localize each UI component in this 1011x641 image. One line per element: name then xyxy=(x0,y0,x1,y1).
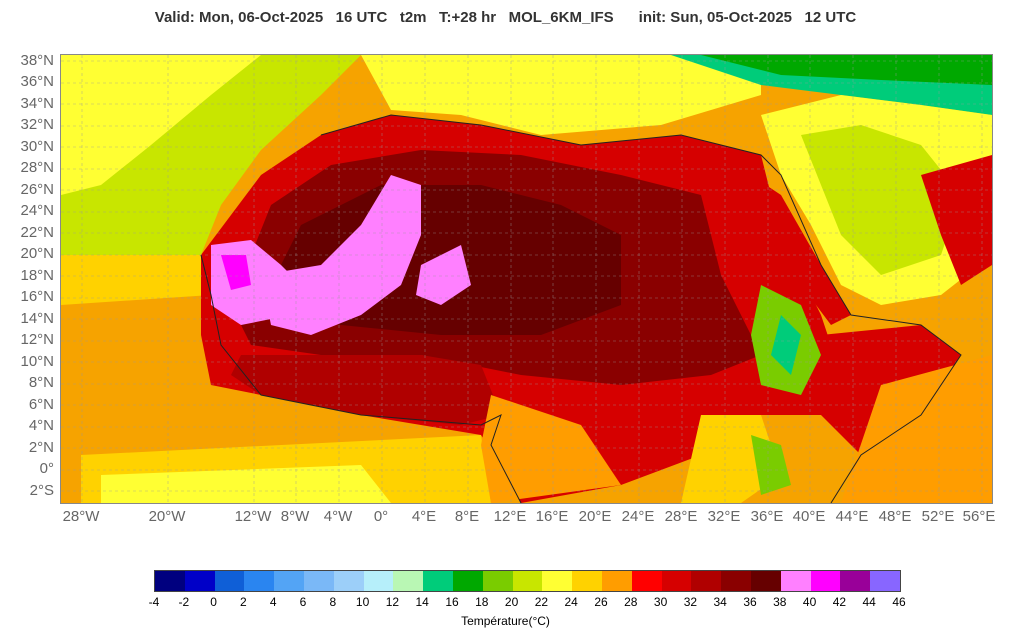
colorbar-tick-label: 32 xyxy=(683,595,698,609)
colorbar-swatch xyxy=(184,571,215,591)
colorbar-swatch xyxy=(601,571,632,591)
colorbar-tick-label: 10 xyxy=(355,595,370,609)
colorbar-swatch xyxy=(721,571,751,591)
lat-label: 22°N xyxy=(20,224,54,241)
lon-label: 48°E xyxy=(878,508,912,525)
colorbar-tick-label: 8 xyxy=(329,595,337,609)
lat-label: 32°N xyxy=(20,116,54,133)
lat-label: 36°N xyxy=(20,73,54,90)
colorbar-swatch xyxy=(482,571,513,591)
colorbar-swatch xyxy=(512,571,543,591)
colorbar-swatch xyxy=(393,571,424,591)
colorbar-swatch xyxy=(572,571,602,591)
lat-label: 38°N xyxy=(20,52,54,69)
lat-label: 18°N xyxy=(20,267,54,284)
lon-label: 20°W xyxy=(148,508,186,525)
temperature-map[interactable] xyxy=(60,54,993,504)
colorbar-swatch xyxy=(363,571,394,591)
colorbar-swatch xyxy=(661,571,692,591)
lon-label: 44°E xyxy=(835,508,869,525)
lat-label: 6°N xyxy=(28,396,54,413)
colorbar-tick-label: 18 xyxy=(475,595,489,609)
lon-label: 40°E xyxy=(792,508,826,525)
colorbar-swatch xyxy=(333,571,364,591)
colorbar-tick-label: 38 xyxy=(773,595,787,609)
colorbar-tick-label: 30 xyxy=(653,595,668,609)
colorbar-tick-label: 20 xyxy=(504,595,519,609)
colorbar-tick-label: 16 xyxy=(445,595,459,609)
colorbar-swatch xyxy=(780,571,811,591)
lat-label: 10°N xyxy=(20,353,54,370)
colorbar-swatch xyxy=(303,571,334,591)
map-title: Valid: Mon, 06-Oct-2025 16 UTC t2m T:+28… xyxy=(154,9,857,26)
lon-label: 32°E xyxy=(707,508,741,525)
colorbar-swatch xyxy=(750,571,781,591)
lat-label: 16°N xyxy=(20,288,54,305)
lat-label: 30°N xyxy=(20,138,54,155)
colorbar-tick-label: -4 xyxy=(148,595,160,609)
colorbar-tick-label: 36 xyxy=(743,595,757,609)
lon-label: 16°E xyxy=(535,508,569,525)
colorbar-tick-label: 44 xyxy=(862,595,876,609)
lon-label: 28°W xyxy=(62,508,100,525)
colorbar-tick-label: 4 xyxy=(269,595,277,609)
colorbar-tick-label: 14 xyxy=(415,595,429,609)
colorbar-swatch xyxy=(423,571,453,591)
lat-label: 8°N xyxy=(28,374,54,391)
lon-label: 12°E xyxy=(493,508,527,525)
lon-label: 56°E xyxy=(962,508,996,525)
lon-label: 0° xyxy=(373,508,389,525)
colorbar-swatch xyxy=(274,571,304,591)
lon-label: 4°W xyxy=(323,508,353,525)
colorbar-tick-label: 28 xyxy=(624,595,638,609)
lon-label: 8°E xyxy=(454,508,480,525)
lat-label: 4°N xyxy=(28,417,54,434)
lon-label: 12°W xyxy=(234,508,272,525)
colorbar-tick-label: 46 xyxy=(892,595,906,609)
colorbar-swatch xyxy=(691,571,722,591)
colorbar-tick-label: 2 xyxy=(240,595,247,609)
lat-label: 34°N xyxy=(20,95,54,112)
colorbar-tick-label: 42 xyxy=(832,595,847,609)
lon-label: 28°E xyxy=(664,508,698,525)
colorbar-tick-label: 24 xyxy=(564,595,578,609)
colorbar-swatch xyxy=(542,571,573,591)
colorbar-label: Température(°C) xyxy=(461,614,550,628)
colorbar-tick-label: -2 xyxy=(178,595,190,609)
lat-label: 2°S xyxy=(29,482,54,499)
temperature-field xyxy=(61,55,992,503)
colorbar-swatch xyxy=(840,571,871,591)
lat-label: 2°N xyxy=(28,439,54,456)
colorbar-tick-label: 6 xyxy=(299,595,307,609)
colorbar-tick-label: 22 xyxy=(534,595,549,609)
temperature-colorbar xyxy=(154,570,901,592)
colorbar-tick-label: 34 xyxy=(713,595,727,609)
lat-label: 20°N xyxy=(20,245,54,262)
lat-label: 12°N xyxy=(20,331,54,348)
colorbar-swatch xyxy=(214,571,245,591)
colorbar-tick-label: 26 xyxy=(594,595,608,609)
colorbar-swatch xyxy=(155,571,185,591)
lat-label: 28°N xyxy=(20,159,54,176)
lat-label: 24°N xyxy=(20,202,54,219)
colorbar-swatch xyxy=(452,571,483,591)
colorbar-tick-label: 40 xyxy=(802,595,817,609)
colorbar-tick-label: 0 xyxy=(210,595,217,609)
lon-label: 52°E xyxy=(921,508,955,525)
lon-label: 4°E xyxy=(411,508,437,525)
colorbar-swatch xyxy=(631,571,662,591)
colorbar-swatch xyxy=(810,571,841,591)
colorbar-tick-label: 12 xyxy=(385,595,400,609)
lon-label: 8°W xyxy=(280,508,310,525)
lat-label: 26°N xyxy=(20,181,54,198)
colorbar-swatch xyxy=(870,571,900,591)
lon-label: 20°E xyxy=(578,508,612,525)
lon-label: 36°E xyxy=(750,508,784,525)
lon-label: 24°E xyxy=(621,508,655,525)
lat-label: 14°N xyxy=(20,310,54,327)
lat-label: 0° xyxy=(39,460,54,477)
colorbar-swatch xyxy=(244,571,275,591)
